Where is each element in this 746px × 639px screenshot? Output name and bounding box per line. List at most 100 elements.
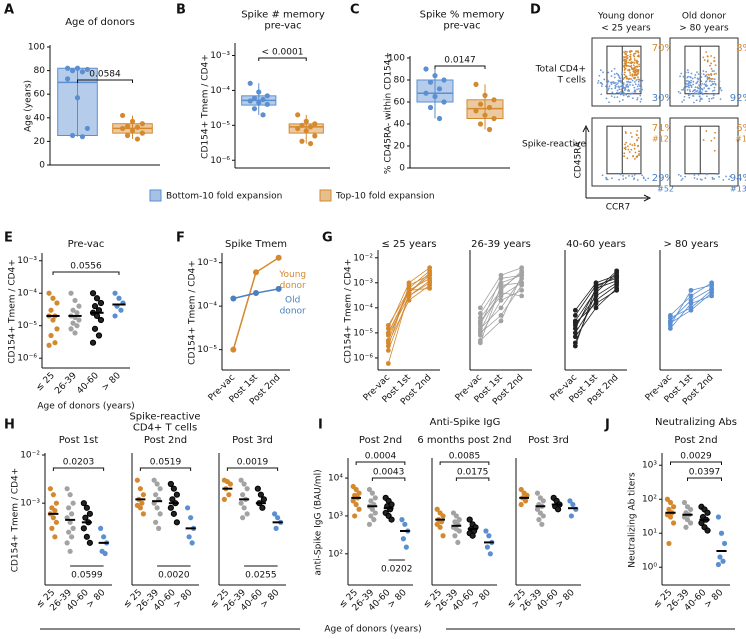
- data-point: [154, 505, 160, 511]
- data-point: [54, 326, 60, 332]
- data-point: [307, 140, 314, 147]
- flow-dot: [631, 136, 633, 138]
- data-point: [50, 317, 56, 323]
- data-point: [84, 125, 90, 132]
- flow-dot: [691, 77, 694, 80]
- data-point: [572, 326, 578, 331]
- flow-dot: [622, 178, 625, 180]
- flow-dot: [613, 93, 616, 95]
- row-label: Spike-reactive: [522, 140, 586, 150]
- flow-dot: [704, 84, 707, 87]
- flow-dot: [598, 74, 601, 77]
- flow-dot: [725, 175, 727, 178]
- flow-dot: [620, 88, 623, 91]
- data-point: [353, 501, 359, 508]
- flow-dot: [691, 95, 694, 97]
- data-point: [436, 115, 443, 122]
- data-point: [670, 504, 677, 510]
- flow-dot: [714, 131, 716, 134]
- data-point: [70, 320, 76, 326]
- flow-dot: [697, 73, 700, 75]
- flow-dot: [686, 69, 689, 71]
- flow-dot: [633, 77, 636, 80]
- data-point: [614, 274, 620, 279]
- data-point: [427, 278, 433, 284]
- data-point: [247, 80, 253, 86]
- data-point: [385, 361, 391, 366]
- flow-dot: [610, 177, 613, 180]
- data-point: [437, 524, 443, 530]
- flow-dot: [637, 144, 640, 147]
- flow-dot: [624, 52, 627, 55]
- flow-dot: [640, 98, 643, 100]
- y-tick-label: 10⁻³: [197, 258, 217, 268]
- flow-dot: [616, 91, 618, 94]
- flow-dot: [680, 72, 683, 75]
- y-tick-label: 40: [394, 120, 406, 130]
- data-point: [440, 513, 446, 519]
- panel-letter: C: [350, 3, 360, 18]
- flow-dot: [607, 88, 609, 91]
- flow-dot: [720, 89, 723, 92]
- data-point: [230, 295, 237, 302]
- flow-dot: [633, 144, 636, 147]
- data-point: [406, 280, 412, 286]
- data-point: [238, 500, 244, 506]
- data-point: [50, 492, 56, 498]
- flow-dot: [613, 73, 616, 76]
- flow-dot: [624, 143, 626, 146]
- flow-dot: [705, 173, 708, 176]
- data-point: [687, 506, 694, 513]
- flow-dot: [688, 82, 690, 85]
- data-point: [101, 534, 107, 540]
- flow-dot: [679, 92, 682, 95]
- data-point: [466, 516, 473, 523]
- flow-dot: [639, 94, 642, 97]
- flow-dot: [687, 94, 690, 97]
- data-point: [124, 132, 131, 139]
- data-point: [260, 112, 266, 118]
- data-point: [477, 305, 483, 311]
- data-point: [185, 505, 191, 511]
- flow-dot: [638, 87, 640, 90]
- flow-dot: [701, 93, 704, 96]
- data-point: [487, 551, 493, 557]
- data-point: [372, 495, 378, 501]
- flow-dot: [637, 71, 640, 73]
- flow-dot: [622, 175, 624, 177]
- data-point: [151, 477, 157, 483]
- flow-dot: [599, 69, 602, 72]
- data-point: [102, 550, 108, 557]
- data-point: [539, 521, 545, 527]
- flow-dot: [638, 65, 641, 68]
- flow-dot: [625, 85, 628, 88]
- data-point: [688, 293, 694, 299]
- data-point: [72, 330, 78, 336]
- panel-title: Spike-reactive CD4+ T cells: [129, 412, 200, 434]
- x-tick-label: > 80: [386, 588, 409, 611]
- flow-dot: [638, 79, 641, 81]
- panel-title: Spike Tmem: [225, 239, 287, 250]
- flow-dot: [630, 78, 632, 80]
- flow-dot: [693, 177, 696, 179]
- data-point: [427, 285, 433, 291]
- y-tick-label: 0: [39, 161, 45, 171]
- data-point: [64, 540, 70, 546]
- data-point: [65, 65, 71, 71]
- flow-dot: [626, 80, 628, 83]
- flow-dot: [623, 66, 626, 69]
- flow-dot: [707, 77, 709, 80]
- gate: [684, 125, 720, 175]
- data-point: [477, 320, 483, 326]
- comparison-bracket: [77, 79, 133, 83]
- data-point: [134, 124, 141, 130]
- data-point: [572, 343, 578, 349]
- data-point: [684, 517, 691, 523]
- data-point: [69, 511, 75, 517]
- data-point: [477, 311, 483, 316]
- flow-dot: [718, 175, 720, 178]
- data-point: [254, 485, 261, 492]
- data-point: [477, 121, 484, 127]
- data-point: [112, 290, 118, 296]
- flow-dot: [621, 71, 624, 74]
